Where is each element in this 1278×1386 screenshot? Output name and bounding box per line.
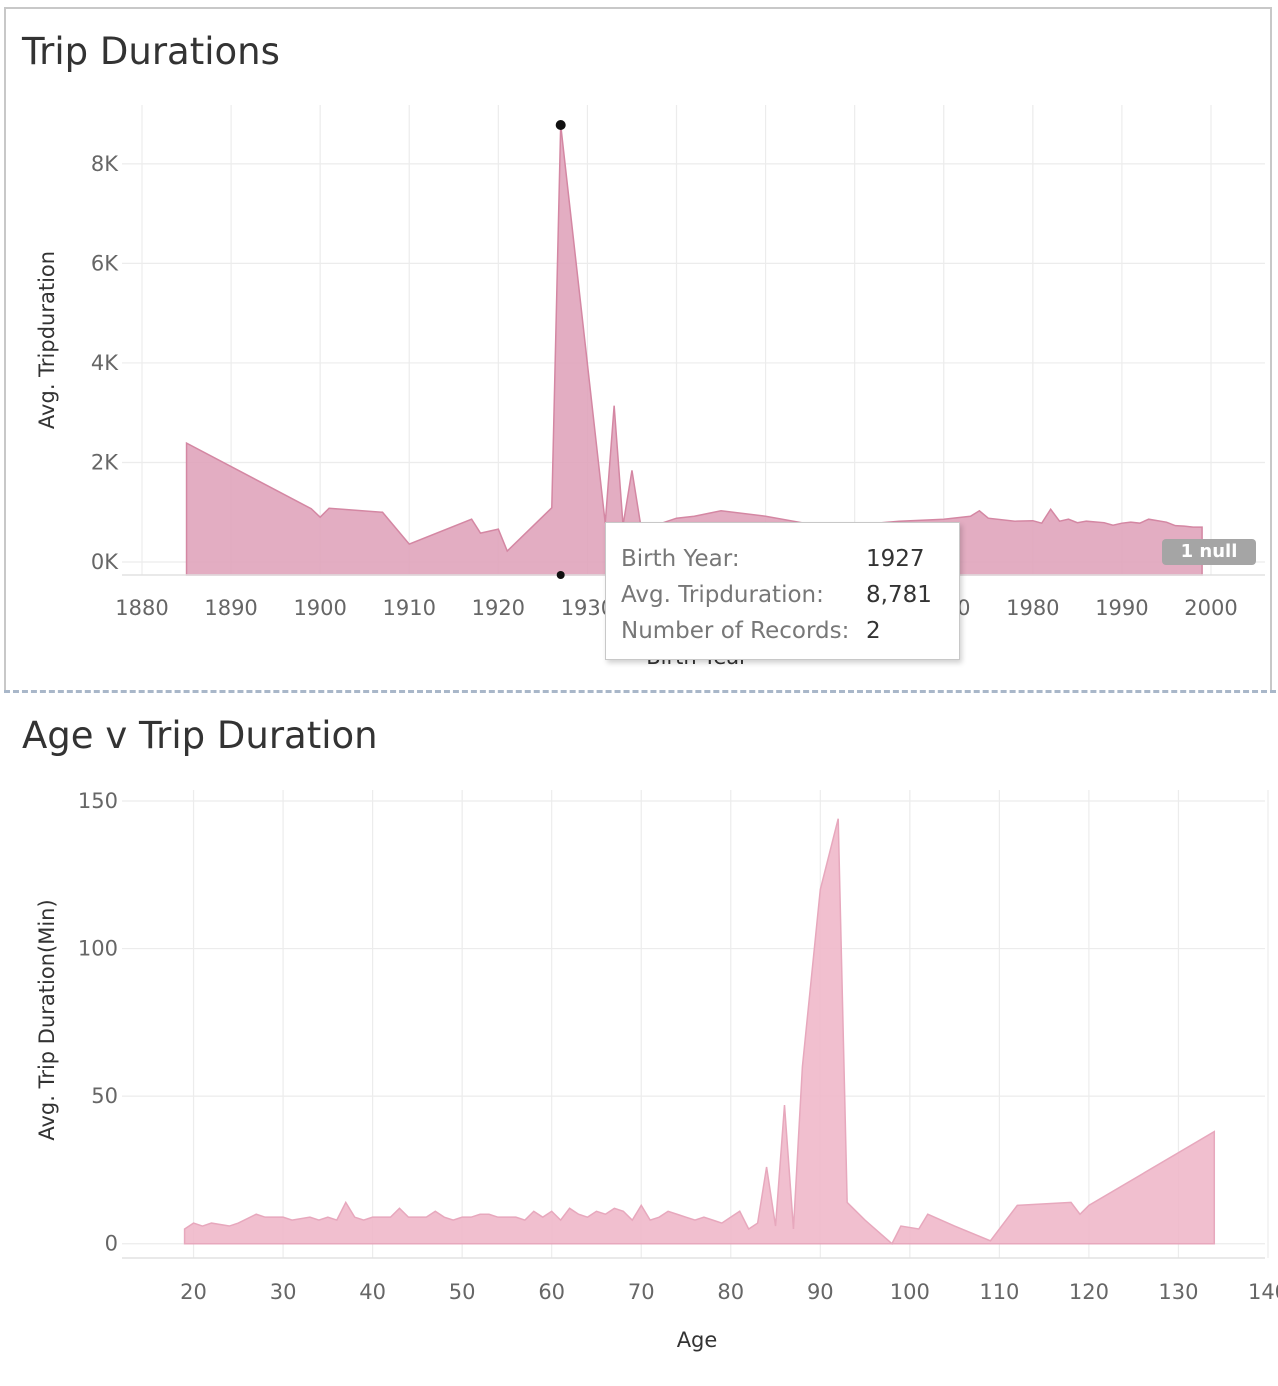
y-axis-title: Avg. Trip Duration(Min) [35, 899, 59, 1140]
x-tick-label: 1900 [293, 596, 346, 620]
data-area[interactable] [183, 818, 1216, 1245]
x-tick-label: 130 [1158, 1280, 1198, 1304]
y-tick-label: 6K [91, 251, 119, 275]
x-tick-label: 1990 [1095, 596, 1148, 620]
x-tick-label: 1880 [115, 596, 168, 620]
selected-point-base-marker [556, 571, 565, 579]
x-tick-label: 1980 [1006, 596, 1059, 620]
selected-point-marker[interactable] [555, 120, 566, 130]
tooltip-value: 8,781 [866, 582, 932, 608]
tooltip-row-birth-year: Birth Year: 1927 [621, 541, 945, 577]
x-tick-label: 60 [538, 1280, 565, 1304]
y-tick-label: 2K [91, 450, 119, 474]
x-tick-label: 100 [890, 1280, 930, 1304]
x-tick-label: 30 [270, 1280, 297, 1304]
null-values-badge[interactable]: 1 null [1162, 539, 1256, 565]
dashboard-divider[interactable] [4, 690, 1276, 693]
tooltip-value: 2 [866, 618, 881, 644]
y-tick-label: 150 [78, 789, 118, 813]
x-tick-label: 1920 [472, 596, 525, 620]
trip-durations-title: Trip Durations [22, 30, 280, 73]
x-tick-label: 80 [717, 1280, 744, 1304]
y-axis-title: Avg. Tripduration [35, 251, 59, 429]
x-tick-label: 110 [979, 1280, 1019, 1304]
data-tooltip: Birth Year: 1927 Avg. Tripduration: 8,78… [605, 522, 960, 660]
y-tick-label: 100 [78, 937, 118, 961]
tooltip-label: Avg. Tripduration: [621, 582, 824, 608]
x-tick-label: 20 [180, 1280, 207, 1304]
tooltip-value: 1927 [866, 546, 925, 572]
age-v-trip-duration-title: Age v Trip Duration [22, 714, 378, 757]
data-area[interactable] [185, 124, 1203, 576]
x-axis-title: Age [677, 1328, 718, 1352]
x-tick-label: 2000 [1184, 596, 1237, 620]
x-tick-label: 50 [449, 1280, 476, 1304]
x-tick-label: 120 [1069, 1280, 1109, 1304]
x-tick-label: 90 [807, 1280, 834, 1304]
x-tick-label: 1910 [383, 596, 436, 620]
tooltip-label: Birth Year: [621, 546, 740, 572]
y-tick-label: 4K [91, 351, 119, 375]
x-tick-label: 1890 [204, 596, 257, 620]
x-tick-label: 140 [1248, 1280, 1278, 1304]
y-tick-label: 8K [91, 152, 119, 176]
x-tick-label: 40 [359, 1280, 386, 1304]
tooltip-row-avg-tripduration: Avg. Tripduration: 8,781 [621, 577, 945, 613]
x-tick-label: 70 [628, 1280, 655, 1304]
y-tick-label: 0 [105, 1232, 118, 1256]
tooltip-row-number-of-records: Number of Records: 2 [621, 613, 945, 649]
y-tick-label: 50 [91, 1084, 118, 1108]
y-tick-label: 0K [91, 550, 119, 574]
tooltip-label: Number of Records: [621, 618, 850, 644]
